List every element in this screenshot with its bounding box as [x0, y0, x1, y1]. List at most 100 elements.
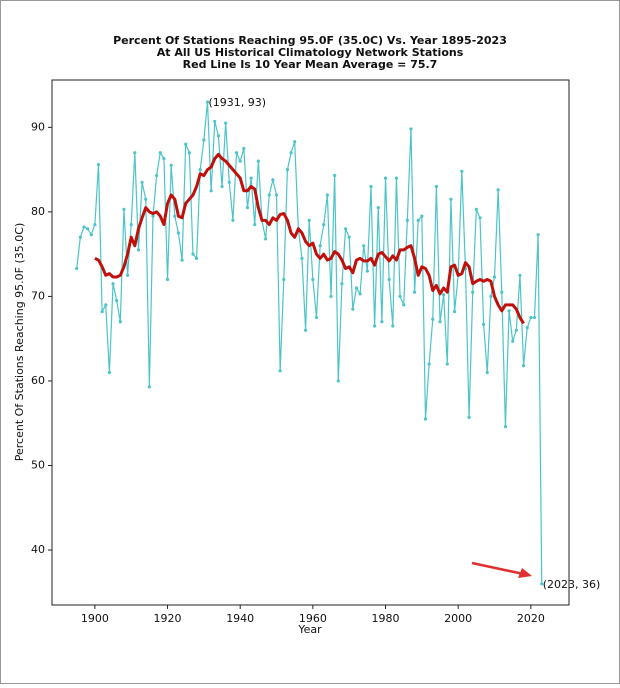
data-point: [514, 328, 518, 332]
data-point: [129, 222, 133, 227]
data-point: [394, 176, 399, 180]
x-axis-label: Year: [297, 623, 322, 636]
data-point: [111, 282, 115, 286]
y-tick-label: 90: [31, 120, 45, 133]
data-point: [278, 369, 282, 373]
data-point: [231, 218, 235, 222]
data-point: [383, 176, 388, 180]
data-point: [489, 294, 493, 299]
data-point: [282, 277, 286, 282]
data-point: [460, 169, 464, 173]
data-point: [387, 277, 391, 282]
x-tick-label: 1940: [226, 612, 254, 625]
data-point: [293, 140, 297, 144]
data-point: [213, 119, 217, 124]
y-tick-label: 40: [31, 543, 45, 556]
data-point: [169, 163, 173, 167]
data-point: [449, 197, 453, 201]
data-point: [242, 146, 246, 151]
data-point: [155, 173, 159, 178]
data-point: [245, 206, 250, 210]
data-point: [267, 193, 271, 197]
data-point: [362, 244, 366, 248]
data-point: [358, 292, 362, 296]
data-point: [336, 379, 340, 383]
data-point: [380, 320, 384, 324]
data-point: [104, 303, 108, 307]
data-point: [209, 189, 213, 193]
y-tick-label: 60: [31, 374, 45, 387]
data-point: [391, 324, 395, 328]
data-point: [115, 299, 119, 303]
data-point: [107, 370, 112, 375]
data-point: [195, 256, 199, 260]
data-point: [100, 310, 104, 314]
data-point: [220, 184, 224, 189]
data-point: [507, 309, 511, 313]
data-point: [264, 237, 268, 241]
data-point: [133, 151, 137, 155]
x-tick-label: 1980: [372, 612, 400, 625]
data-point: [122, 207, 126, 211]
data-point: [438, 320, 442, 324]
data-point: [420, 214, 424, 218]
data-point: [253, 222, 257, 227]
data-point: [442, 293, 446, 297]
data-point: [405, 218, 409, 222]
data-point: [325, 193, 329, 197]
chart-subtitle: Red Line Is 10 Year Mean Average = 75.7: [183, 58, 438, 71]
data-point: [187, 151, 191, 155]
data-point: [216, 134, 220, 138]
data-point: [347, 235, 351, 239]
data-point: [227, 180, 231, 184]
data-point: [398, 294, 402, 299]
data-point: [402, 303, 406, 307]
data-point: [529, 315, 533, 320]
data-point: [503, 425, 508, 429]
data-point: [500, 290, 504, 294]
data-point: [351, 307, 355, 311]
y-tick-label: 50: [31, 459, 45, 472]
data-point: [427, 362, 431, 366]
data-point: [485, 370, 489, 375]
data-point: [373, 324, 377, 328]
data-point: [511, 339, 515, 343]
data-point: [238, 159, 242, 163]
data-point: [409, 127, 413, 131]
data-point: [318, 244, 322, 248]
annotation: (1931, 93): [208, 96, 266, 109]
annotation: (2023, 36): [543, 578, 601, 591]
data-point: [412, 290, 417, 294]
data-point: [369, 184, 373, 189]
chart-subtitle: At All US Historical Climatology Network…: [157, 46, 464, 59]
data-point: [78, 235, 82, 239]
data-point: [89, 233, 93, 237]
data-point: [93, 222, 97, 227]
y-axis-label: Percent Of Stations Reaching 95.0F (35.0…: [13, 223, 26, 462]
y-tick-label: 80: [31, 205, 45, 218]
x-tick-label: 1900: [81, 612, 109, 625]
arrow: [471, 561, 529, 577]
data-point: [205, 100, 210, 104]
data-point: [184, 142, 188, 146]
data-point: [285, 168, 290, 172]
data-point: [354, 286, 359, 290]
data-point: [445, 362, 449, 366]
data-point: [492, 275, 497, 279]
data-point: [136, 248, 141, 252]
data-point: [536, 233, 540, 237]
data-point: [343, 227, 348, 231]
x-tick-label: 1960: [299, 612, 327, 625]
data-point: [271, 178, 275, 182]
data-point: [496, 188, 500, 192]
data-point: [329, 294, 333, 299]
data-point: [82, 225, 86, 229]
data-point: [224, 121, 228, 125]
data-point: [147, 385, 151, 389]
data-point: [314, 315, 319, 320]
data-point: [452, 310, 457, 314]
x-tick-label: 2000: [444, 612, 472, 625]
data-point: [521, 364, 526, 368]
data-point: [289, 151, 293, 155]
data-point: [173, 214, 177, 218]
